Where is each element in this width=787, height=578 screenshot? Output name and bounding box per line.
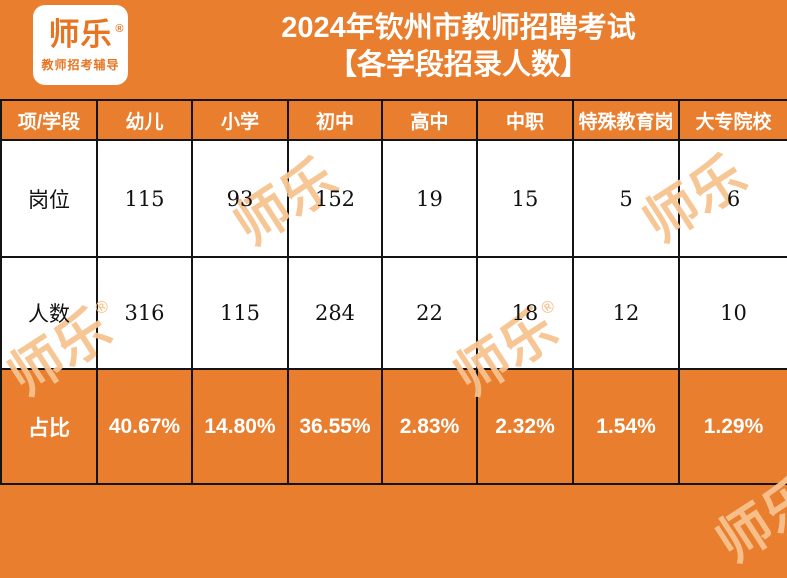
header-cell-dazhuan: 大专院校 [678,99,787,141]
table-cell: 2.32% [476,368,574,485]
brand-logo-text: 师乐 ® [48,16,124,52]
table-cell: 1.54% [572,368,680,485]
brand-logo-label: 师乐 [48,16,113,52]
table-row-gangwei: 岗位 115 93 152 19 15 5 6 [0,139,787,258]
header-cell-youer: 幼儿 [96,99,193,141]
row-label-gangwei: 岗位 [0,139,98,258]
header-cell-zhongzhi: 中职 [476,99,574,141]
page: { "brand": { "logo_text": "师乐", "logo_re… [0,5,787,575]
table-cell: 115 [191,256,289,370]
table-cell: 36.55% [287,368,383,485]
brand-logo-subtitle: 教师招考辅导 [41,57,120,72]
table-cell: 316 [96,256,193,370]
table-cell: 115 [96,139,193,258]
table-row-zhanbi: 占比 40.67% 14.80% 36.55% 2.83% 2.32% 1.54… [0,368,787,485]
row-label-renshu: 人数 [0,256,98,370]
table-cell: 14.80% [191,368,289,485]
header-cell-gaozhong: 高中 [381,99,478,141]
table-header-row: 项/学段 幼儿 小学 初中 高中 中职 特殊教育岗 大专院校 [0,99,787,141]
table-cell: 93 [191,139,289,258]
table-cell: 6 [678,139,787,258]
page-title-line1: 2024年钦州市教师招聘考试 [281,12,636,44]
table-cell: 18 [476,256,574,370]
table-cell: 40.67% [96,368,193,485]
table-cell: 12 [572,256,680,370]
table-cell: 22 [381,256,478,370]
header-cell-teshu: 特殊教育岗 [572,99,680,141]
recruitment-table: 项/学段 幼儿 小学 初中 高中 中职 特殊教育岗 大专院校 岗位 115 93… [0,99,787,485]
table-cell: 10 [678,256,787,370]
header-cell-xiaoxue: 小学 [191,99,289,141]
table-cell: 152 [287,139,383,258]
brand-logo-card: 师乐 ® 教师招考辅导 [33,5,128,85]
table-cell: 1.29% [678,368,787,485]
page-title: 2024年钦州市教师招聘考试 【各学段招录人数】 [140,10,777,84]
table-cell: 19 [381,139,478,258]
table-cell: 2.83% [381,368,478,485]
header-cell-chuzhong: 初中 [287,99,383,141]
table-cell: 15 [476,139,574,258]
table-cell: 284 [287,256,383,370]
header-corner-cell: 项/学段 [0,99,98,141]
page-title-line2: 【各学段招录人数】 [327,49,589,81]
table-row-renshu: 人数 316 115 284 22 18 12 10 [0,256,787,370]
row-label-zhanbi: 占比 [0,368,98,485]
registered-trademark-icon: ® [115,22,125,35]
table-cell: 5 [572,139,680,258]
